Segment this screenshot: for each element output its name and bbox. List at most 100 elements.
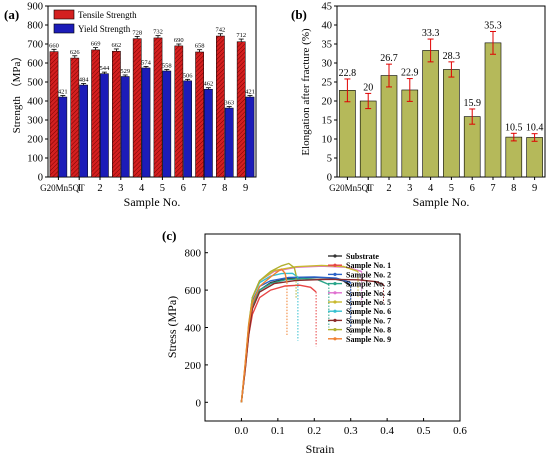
y-tick-label: 40 — [322, 21, 333, 32]
legend-label: Sample No. 7 — [346, 316, 391, 325]
data-label-tensile: 732 — [153, 29, 163, 36]
bar-elongation — [401, 89, 419, 178]
bar-tensile — [216, 35, 225, 178]
x-tick-label: 1 — [366, 183, 371, 194]
legend-label: Sample No. 8 — [346, 326, 391, 335]
panel-c-curves — [240, 262, 384, 403]
panel-b-plot-frame — [336, 5, 546, 178]
y-tick-label: 15 — [322, 116, 333, 127]
panel-c-y-axis-label: Stress (MPa) — [165, 296, 179, 358]
bar-elongation — [463, 116, 481, 178]
legend-marker — [333, 272, 337, 276]
x-tick-label: 0.4 — [380, 425, 394, 437]
y-tick-label: 10 — [322, 135, 333, 146]
data-label: 33.3 — [422, 28, 440, 39]
bar-yield — [204, 88, 213, 178]
panel-a-strength-chart: (a) 660421626484669544662529728574732558… — [4, 2, 257, 209]
x-tick-label: 1 — [77, 183, 82, 194]
bar-tensile — [91, 49, 100, 178]
data-label-yield: 484 — [79, 77, 90, 84]
y-tick-label: 400 — [27, 97, 43, 108]
bar-yield — [120, 76, 130, 178]
legend-marker — [333, 318, 337, 322]
y-tick-label: 800 — [27, 21, 43, 32]
x-tick-label: 9 — [243, 183, 248, 194]
legend-label: Sample No. 2 — [346, 270, 391, 279]
data-label-yield: 529 — [120, 68, 130, 75]
y-tick-label: 900 — [27, 2, 43, 13]
y-tick-label: 20 — [322, 97, 333, 108]
bar-tensile — [174, 45, 184, 178]
y-tick-label: 200 — [27, 135, 43, 146]
legend-marker — [333, 300, 337, 304]
panel-b-y-ticks: 0 5 10 15 20 25 30 35 40 45 — [322, 2, 337, 184]
panel-c-x-ticks: 0.0 0.1 0.2 0.3 0.4 0.5 0.6 — [235, 418, 467, 437]
data-label-yield: 558 — [162, 62, 172, 69]
x-tick-label: 0.3 — [344, 425, 358, 437]
panel-c-x-axis-label: Strain — [306, 442, 335, 456]
x-tick-label: G20Mn5QT — [40, 183, 85, 193]
x-tick-label: 0.0 — [235, 425, 249, 437]
bar-tensile — [195, 51, 204, 178]
data-label-tensile: 669 — [91, 41, 101, 48]
y-tick-label: 5 — [327, 154, 332, 165]
x-tick-label: 2 — [97, 183, 102, 194]
bar-tensile — [236, 41, 246, 178]
x-tick-label: 0.5 — [417, 425, 431, 437]
x-tick-label: 0.6 — [453, 425, 467, 437]
data-label-yield: 363 — [224, 100, 234, 107]
legend-label-yield: Yield Strength — [78, 24, 131, 34]
stress-strain-curve — [240, 264, 359, 403]
panel-c-y-ticks: 0 200 400 600 800 — [185, 248, 208, 409]
legend-swatch-tensile — [53, 9, 75, 20]
y-tick-label: 800 — [185, 248, 202, 260]
panel-b-x-axis-label: Sample No. — [413, 195, 470, 209]
data-label: 20 — [363, 82, 373, 93]
panel-c-label: (c) — [162, 228, 176, 243]
y-tick-label: 0 — [327, 173, 332, 184]
bar-elongation — [380, 75, 398, 178]
y-tick-label: 25 — [322, 78, 333, 89]
panel-a-label: (a) — [4, 7, 19, 22]
data-label-tensile: 742 — [216, 27, 226, 34]
y-tick-label: 45 — [322, 2, 333, 13]
bar-tensile — [153, 37, 163, 178]
bar-elongation — [422, 50, 439, 178]
data-label: 10.5 — [505, 122, 523, 133]
legend-label-tensile: Tensile Strength — [78, 10, 137, 20]
legend-marker — [333, 309, 337, 313]
legend-label: Sample No. 1 — [346, 261, 391, 270]
panel-a-plot-frame — [47, 5, 257, 178]
legend-label: Sample No. 6 — [346, 307, 391, 316]
data-label-tensile: 690 — [174, 37, 184, 44]
legend-label: Sample No. 3 — [346, 280, 391, 289]
data-label-tensile: 712 — [236, 32, 246, 39]
x-tick-label: 3 — [407, 183, 412, 194]
x-tick-label: 5 — [160, 183, 165, 194]
bar-elongation — [505, 136, 523, 178]
data-label-tensile: 658 — [195, 43, 205, 50]
bar-elongation — [359, 100, 377, 178]
x-tick-label: 7 — [490, 183, 495, 194]
data-label: 15.9 — [463, 98, 481, 109]
y-tick-label: 600 — [27, 59, 43, 70]
legend-marker — [333, 254, 337, 258]
x-tick-label: 6 — [181, 183, 186, 194]
legend-marker — [333, 282, 337, 286]
panel-b-y-axis-label: Elongation after fracture (%) — [300, 28, 312, 156]
bar-elongation — [443, 69, 460, 178]
x-tick-label: 3 — [118, 183, 123, 194]
bar-yield — [79, 84, 88, 178]
y-tick-label: 200 — [185, 360, 202, 372]
panel-a-bars: 660 421 626 484 669 544 662 529 728 574 732 558 690 5… — [49, 27, 255, 178]
legend-label: Sample No. 5 — [346, 298, 391, 307]
legend-label: Sample No. 9 — [346, 335, 391, 344]
legend-marker — [333, 291, 337, 295]
x-tick-label: G20Mn5QT — [329, 183, 374, 193]
data-label-tensile: 662 — [112, 42, 122, 49]
data-label: 35.3 — [484, 20, 502, 31]
x-tick-label: 2 — [386, 183, 391, 194]
